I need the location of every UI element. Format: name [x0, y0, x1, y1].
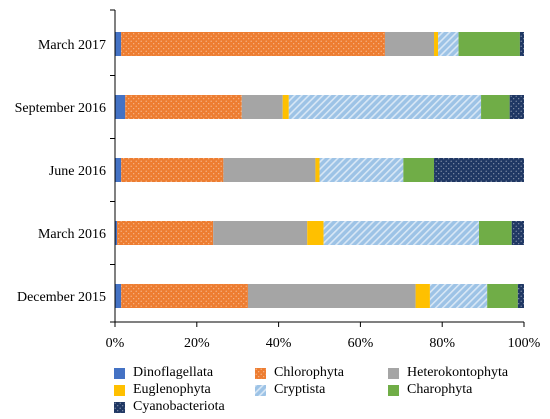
x-tick-label: 60%: [348, 336, 374, 351]
bar-chlorophyta-december-2015: [121, 284, 248, 308]
category-label: December 2015: [17, 290, 106, 305]
bar-chlorophyta-september-2016: [125, 95, 242, 119]
category-label: March 2017: [38, 38, 106, 53]
legend-label: Heterokontophyta: [407, 365, 509, 380]
bar-heterokontophyta-june-2016: [223, 158, 316, 182]
bar-cryptista-december-2015: [429, 284, 488, 308]
category-label: March 2016: [38, 227, 106, 242]
bar-chlorophyta-march-2017: [121, 32, 385, 56]
category-labels: March 2017 September 2016 June 2016 March 2…: [15, 38, 106, 305]
legend-item-cryptista: Cryptista: [255, 381, 325, 399]
x-tick-label: 40%: [266, 336, 292, 351]
legend-swatch: [388, 367, 399, 379]
bar-dinoflagellata-march-2016: [115, 221, 118, 245]
bar-charophyta-june-2016: [403, 158, 435, 182]
bar-cryptista-march-2016: [323, 221, 480, 245]
bar-cyanobacteriota-december-2015: [517, 284, 524, 308]
bar-heterokontophyta-september-2016: [241, 95, 283, 119]
axes: [110, 9, 525, 327]
bar-dinoflagellata-june-2016: [115, 158, 122, 182]
bar-cyanobacteriota-march-2016: [511, 221, 524, 245]
bar-euglenophyta-march-2016: [307, 221, 324, 245]
legend-item-cyanobacteriota: Cyanobacteriota: [114, 398, 225, 416]
bar-cryptista-september-2016: [288, 95, 482, 119]
legend-label: Euglenophyta: [133, 382, 211, 397]
bar-dinoflagellata-september-2016: [115, 95, 126, 119]
bar-euglenophyta-september-2016: [282, 95, 289, 119]
bar-heterokontophyta-march-2017: [384, 32, 435, 56]
bar-euglenophyta-december-2015: [415, 284, 430, 308]
bar-charophyta-march-2017: [458, 32, 520, 56]
bar-charophyta-september-2016: [481, 95, 510, 119]
legend-label: Charophyta: [407, 382, 473, 397]
bar-cryptista-march-2017: [438, 32, 459, 56]
legend-swatch: [388, 384, 399, 396]
x-tick-label: 100%: [508, 336, 541, 351]
bar-euglenophyta-june-2016: [315, 158, 320, 182]
bar-euglenophyta-march-2017: [434, 32, 439, 56]
legend-label: Chlorophyta: [274, 365, 344, 380]
legend-label: Cryptista: [274, 382, 326, 397]
category-label: June 2016: [49, 164, 106, 179]
x-tick-label: 0%: [106, 336, 125, 351]
x-tick-labels: 0% 20% 40% 60% 80% 100%: [106, 336, 541, 351]
bar-charophyta-march-2016: [479, 221, 512, 245]
legend-label: Dinoflagellata: [133, 365, 214, 380]
category-label: September 2016: [15, 101, 106, 116]
legend-swatch: [114, 401, 125, 413]
legend-swatch: [255, 367, 266, 379]
x-tick-label: 80%: [429, 336, 455, 351]
bar-chlorophyta-march-2016: [117, 221, 214, 245]
legend-swatch: [255, 384, 266, 396]
legend-item-euglenophyta: Euglenophyta: [114, 381, 211, 399]
bar-heterokontophyta-december-2015: [247, 284, 416, 308]
legend-item-charophyta: Charophyta: [388, 381, 472, 399]
bar-cryptista-june-2016: [319, 158, 404, 182]
legend-item-chlorophyta: Chlorophyta: [255, 364, 344, 382]
legend-swatch: [114, 384, 125, 396]
bar-group: [115, 32, 524, 308]
legend-label: Cyanobacteriota: [133, 399, 225, 414]
legend-swatch: [114, 367, 125, 379]
bar-heterokontophyta-march-2016: [213, 221, 308, 245]
bar-dinoflagellata-march-2017: [115, 32, 122, 56]
x-tick-label: 20%: [184, 336, 210, 351]
bar-dinoflagellata-december-2015: [115, 284, 122, 308]
legend: Dinoflagellata Chlorophyta Heterokontophyt…: [114, 364, 544, 416]
bar-cyanobacteriota-june-2016: [434, 158, 524, 182]
legend-item-heterokontophyta: Heterokontophyta: [388, 364, 508, 382]
legend-item-dinoflagellata: Dinoflagellata: [114, 364, 213, 382]
bar-charophyta-december-2015: [487, 284, 518, 308]
bar-chlorophyta-june-2016: [121, 158, 224, 182]
bar-cyanobacteriota-march-2017: [519, 32, 524, 56]
bar-cyanobacteriota-september-2016: [509, 95, 524, 119]
